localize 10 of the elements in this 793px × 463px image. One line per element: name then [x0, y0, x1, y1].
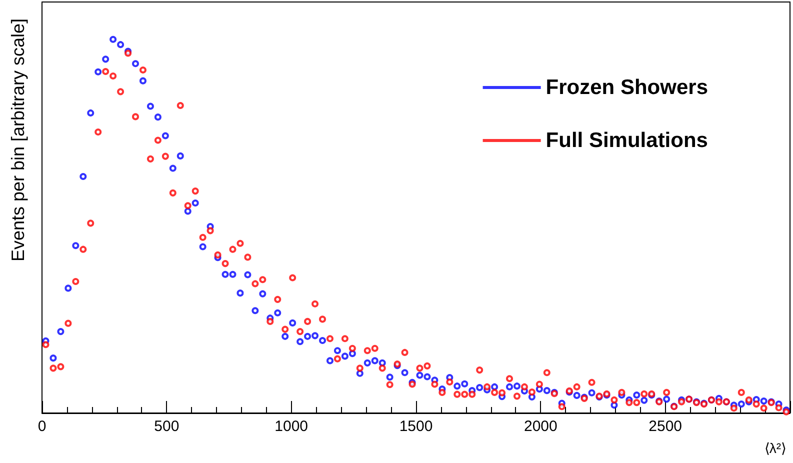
x-tick-label: 2000 [524, 418, 558, 435]
legend-label: Full Simulations [546, 129, 708, 152]
x-tick-label: 2500 [648, 418, 682, 435]
x-tick-label: 1000 [274, 418, 308, 435]
x-tick-label: 1500 [399, 418, 433, 435]
y-axis-title: Events per bin [arbitrary scale] [8, 18, 28, 262]
x-tick-label: 0 [38, 418, 46, 435]
x-axis-title: ⟨λ²⟩ [764, 440, 786, 456]
x-tick-label: 500 [154, 418, 180, 435]
legend-label: Frozen Showers [546, 76, 708, 99]
